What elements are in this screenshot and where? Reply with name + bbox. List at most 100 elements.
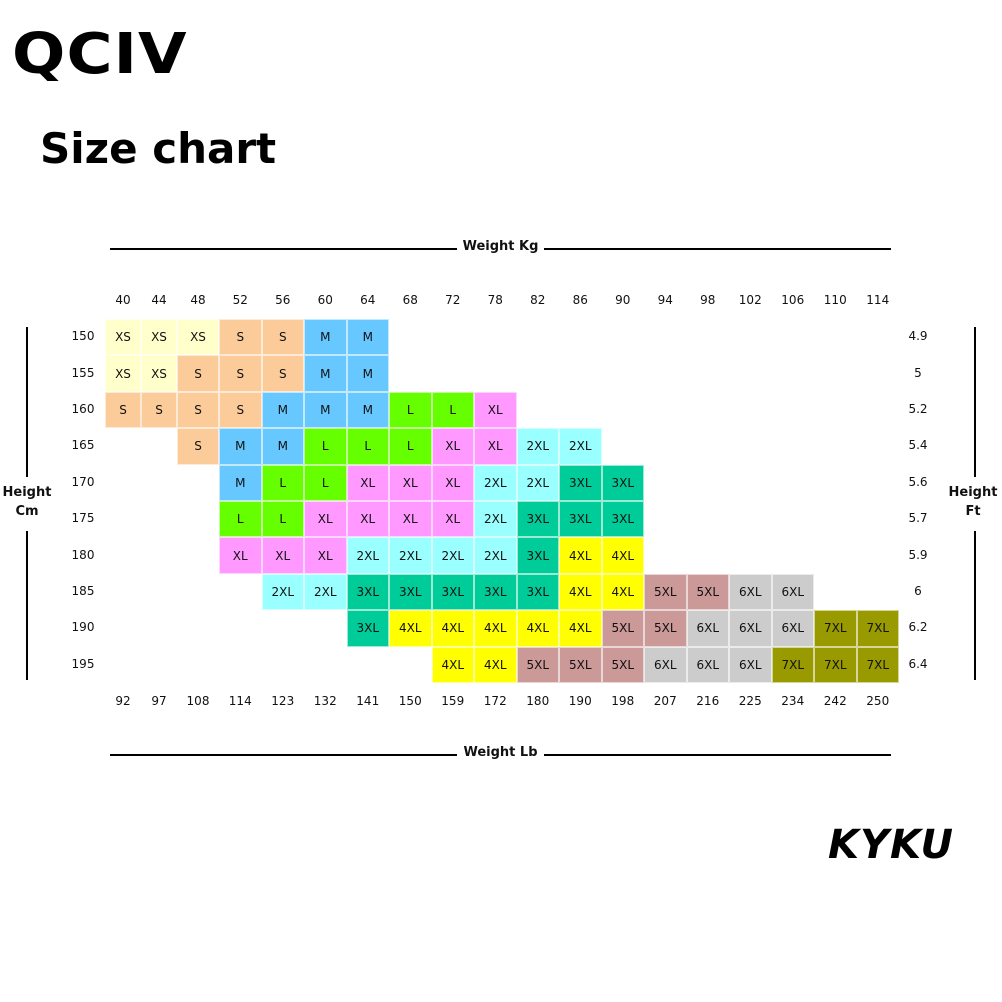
size-cell: 5XL bbox=[644, 610, 687, 647]
weight-kg-tick: 52 bbox=[232, 293, 248, 307]
size-cell: XL bbox=[304, 537, 347, 574]
weight-kg-tick: 78 bbox=[487, 293, 503, 307]
size-cell: 7XL bbox=[814, 646, 857, 683]
size-cell: XL bbox=[431, 501, 474, 538]
height-ft-axis-line-bottom bbox=[974, 531, 976, 680]
size-cell: XS bbox=[141, 355, 177, 392]
size-cell: 2XL bbox=[474, 537, 517, 574]
size-cell: 5XL bbox=[516, 646, 559, 683]
size-cell: S bbox=[219, 391, 262, 429]
weight-kg-tick: 98 bbox=[700, 293, 716, 307]
height-cm-axis-label: Height Cm bbox=[0, 483, 62, 521]
weight-kg-tick: 114 bbox=[866, 293, 890, 307]
weight-kg-tick: 68 bbox=[402, 293, 418, 307]
weight-kg-tick: 86 bbox=[572, 293, 588, 307]
size-cell: 4XL bbox=[559, 573, 602, 611]
size-cell: XS bbox=[105, 319, 141, 356]
size-cell: 2XL bbox=[474, 464, 517, 501]
size-cell: M bbox=[219, 428, 262, 465]
weight-kg-tick: 56 bbox=[275, 293, 291, 307]
weight-kg-label: Weight Kg bbox=[456, 239, 545, 254]
weight-lb-tick: 92 bbox=[115, 694, 131, 708]
size-cell: 3XL bbox=[346, 610, 389, 647]
height-ft-label-line1: Height bbox=[948, 485, 998, 500]
size-cell: S bbox=[141, 391, 177, 429]
weight-kg-tick: 44 bbox=[151, 293, 167, 307]
size-cell: 3XL bbox=[559, 464, 602, 501]
height-cm-tick: 175 bbox=[71, 511, 95, 526]
weight-lb-tick: 216 bbox=[696, 694, 720, 708]
height-cm-tick: 155 bbox=[71, 365, 95, 380]
size-cell: M bbox=[346, 391, 389, 429]
size-cell: 4XL bbox=[474, 610, 517, 647]
height-ft-tick: 5.6 bbox=[908, 474, 928, 489]
height-cm-tick: 160 bbox=[71, 402, 95, 416]
size-cell: 6XL bbox=[771, 610, 814, 647]
page-title: Size chart bbox=[40, 124, 277, 173]
height-ft-axis-line-top bbox=[974, 327, 976, 477]
size-cell: 3XL bbox=[516, 573, 559, 611]
height-cm-axis-line-top bbox=[26, 327, 28, 477]
height-ft-label-line2: Ft bbox=[965, 504, 981, 519]
size-cell: 6XL bbox=[644, 646, 687, 683]
weight-lb-tick: 190 bbox=[568, 694, 592, 708]
weight-kg-axis-header: Weight Kg bbox=[110, 239, 891, 259]
size-cell: 6XL bbox=[729, 646, 772, 683]
size-cell: XL bbox=[219, 537, 262, 574]
size-cell: L bbox=[304, 464, 347, 501]
weight-lb-tick: 207 bbox=[653, 694, 677, 708]
size-cell: M bbox=[261, 391, 304, 429]
size-cell: XL bbox=[346, 464, 389, 501]
size-cell: XL bbox=[304, 501, 347, 538]
size-cell: 3XL bbox=[516, 501, 559, 538]
size-cell: 2XL bbox=[346, 537, 389, 574]
height-ft-tick: 6.2 bbox=[908, 620, 928, 635]
height-ft-tick: 5.2 bbox=[908, 402, 928, 416]
size-cell: 4XL bbox=[474, 646, 517, 683]
height-ft-tick: 5.7 bbox=[908, 511, 928, 526]
size-cell: 2XL bbox=[516, 464, 559, 501]
height-ft-tick: 5.4 bbox=[908, 438, 928, 453]
weight-lb-tick: 242 bbox=[823, 694, 847, 708]
size-cell: L bbox=[389, 391, 432, 429]
size-cell: XL bbox=[389, 501, 432, 538]
weight-lb-axis-header: Weight Lb bbox=[110, 745, 891, 765]
size-cell: 7XL bbox=[814, 610, 857, 647]
height-ft-tick: 6 bbox=[914, 584, 922, 598]
size-cell: M bbox=[346, 355, 389, 392]
size-cell: 2XL bbox=[304, 573, 347, 611]
size-cell: S bbox=[261, 319, 304, 356]
size-cell: 5XL bbox=[644, 573, 687, 611]
size-cell: 6XL bbox=[771, 573, 814, 611]
size-cell: L bbox=[261, 464, 304, 501]
size-cell: XL bbox=[346, 501, 389, 538]
size-cell: L bbox=[261, 501, 304, 538]
weight-lb-tick: 141 bbox=[356, 694, 380, 708]
size-cell: 3XL bbox=[474, 573, 517, 611]
size-cell: 5XL bbox=[601, 646, 644, 683]
size-cell: XL bbox=[431, 428, 474, 465]
size-cell: XL bbox=[431, 464, 474, 501]
height-ft-tick: 6.4 bbox=[908, 656, 928, 671]
weight-kg-tick: 90 bbox=[615, 293, 631, 307]
size-cell: S bbox=[105, 391, 141, 429]
brand-logo-bottom: KYKU bbox=[828, 822, 955, 868]
size-cell: 3XL bbox=[516, 537, 559, 574]
height-ft-tick: 5 bbox=[914, 365, 922, 380]
weight-lb-label: Weight Lb bbox=[457, 745, 544, 760]
size-cell: 2XL bbox=[389, 537, 432, 574]
size-cell: 6XL bbox=[729, 610, 772, 647]
size-cell: L bbox=[431, 391, 474, 429]
size-cell: 2XL bbox=[431, 537, 474, 574]
weight-kg-tick: 82 bbox=[530, 293, 546, 307]
size-cell: XL bbox=[261, 537, 304, 574]
height-cm-label-line1: Height bbox=[2, 485, 52, 500]
weight-lb-tick: 150 bbox=[398, 694, 422, 708]
size-cell: L bbox=[346, 428, 389, 465]
weight-kg-tick: 102 bbox=[738, 293, 762, 307]
height-ft-tick: 5.9 bbox=[908, 547, 928, 562]
size-cell: S bbox=[219, 355, 262, 392]
weight-lb-tick: 123 bbox=[271, 694, 295, 708]
size-cell: 4XL bbox=[516, 610, 559, 647]
size-cell: XL bbox=[389, 464, 432, 501]
